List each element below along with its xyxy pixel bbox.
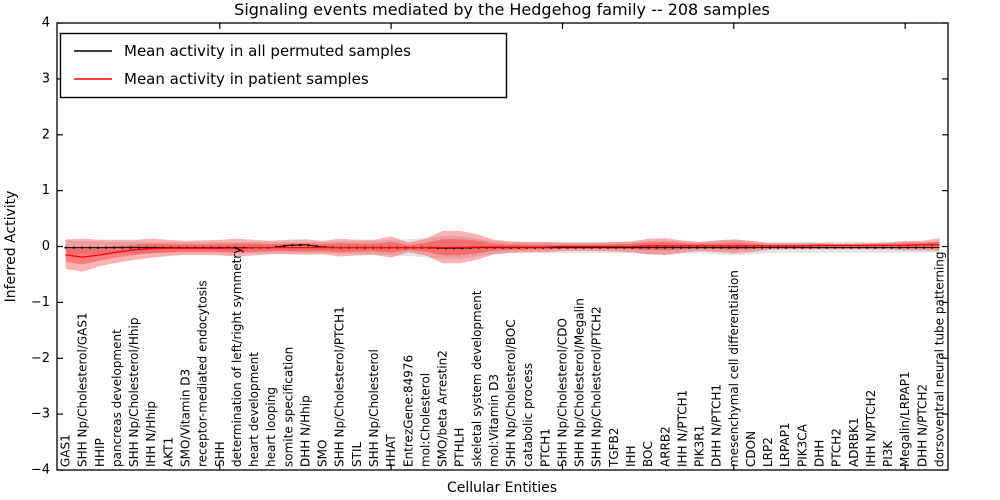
x-category-label: SMO/Vitamin D3 (179, 369, 193, 467)
y-tick-label: 4 (42, 16, 50, 31)
x-category-label: SHH Np/Cholesterol/GAS1 (76, 312, 90, 467)
y-tick-labels: −4 −3 −2 −1 0 1 2 3 4 (31, 16, 50, 478)
y-tick-label: −3 (31, 407, 50, 422)
x-category-label: pancreas development (110, 329, 124, 467)
x-category-label: heart development (247, 352, 261, 467)
x-category-label: mol:Cholesterol (418, 373, 432, 467)
x-category-label: SHH Np/Cholesterol/CDO (556, 318, 570, 467)
y-tick-label: 3 (42, 71, 50, 86)
x-category-label: ADRBK1 (847, 417, 861, 467)
y-tick-label: 1 (42, 183, 50, 198)
x-category-label: SMO (316, 440, 330, 467)
x-category-label: SHH Np/Cholesterol/Hhip (127, 318, 141, 467)
x-category-label: receptor-mediated endocytosis (196, 280, 210, 467)
lines-layer (64, 243, 941, 258)
x-category-label: DHH N/PTCH2 (915, 384, 929, 467)
x-category-label: IHH N/PTCH2 (864, 390, 878, 467)
legend-label-permuted: Mean activity in all permuted samples (124, 42, 411, 60)
x-axis-label: Cellular Entities (447, 480, 557, 496)
x-category-label: PIK3R1 (693, 425, 707, 467)
x-category-label: EntrezGene:84976 (401, 355, 415, 467)
x-category-label: SHH Np/Cholesterol/PTCH1 (333, 306, 347, 467)
x-category-label: LRPAP1 (778, 422, 792, 467)
x-category-label: SMO/beta Arrestin2 (436, 350, 450, 467)
y-tick-label: 2 (42, 127, 50, 142)
y-tick-label: −1 (31, 295, 50, 310)
x-category-label: SHH Np/Cholesterol/BOC (504, 319, 518, 467)
x-category-label: somite specification (281, 347, 295, 467)
x-category-label: TGFB2 (607, 428, 621, 468)
x-category-label: BOC (641, 441, 655, 467)
x-category-label: Megalin/LRPAP1 (898, 371, 912, 467)
x-category-label: determination of left/right symmetry (230, 247, 244, 467)
x-category-label: PI3K (881, 440, 895, 467)
legend: Mean activity in all permuted samples Me… (59, 32, 508, 99)
x-category-label: GAS1 (59, 434, 73, 467)
ticks-layer (57, 22, 948, 471)
x-category-label: mol:Vitamin D3 (487, 374, 501, 467)
x-category-label: AKT1 (161, 437, 175, 467)
y-tick-label: −4 (31, 463, 50, 478)
x-category-label: IHH N/Hhip (144, 401, 158, 467)
x-category-label: DHH (813, 440, 827, 467)
legend-frame (59, 32, 508, 99)
y-axis-label: Inferred Activity (3, 191, 19, 303)
legend-label-patient: Mean activity in patient samples (124, 70, 369, 88)
x-category-label: HHIP (93, 438, 107, 467)
x-category-label: SHH (213, 441, 227, 467)
y-tick-label: 0 (42, 239, 50, 254)
x-category-label: heart looping (264, 387, 278, 467)
x-category-label: skeletal system development (470, 290, 484, 467)
patient-range-band-outer (65, 230, 940, 272)
x-category-label: mesenchymal cell differentiation (727, 270, 741, 467)
x-category-label: PTCH1 (538, 428, 552, 467)
x-category-label: IHH (624, 445, 638, 467)
y-tick-label: −2 (31, 351, 50, 366)
x-category-label: HHAT (384, 434, 398, 467)
x-category-label: CDON (744, 431, 758, 467)
x-category-label: SHH Np/Cholesterol/Megalin (573, 298, 587, 467)
x-category-label: PIK3CA (795, 423, 809, 467)
x-category-label: LRP2 (761, 437, 775, 467)
x-category-label: STIL (350, 442, 364, 467)
x-category-label: catabolic process (521, 363, 535, 467)
x-category-label: PTCH2 (830, 428, 844, 467)
x-category-label: ARRB2 (658, 426, 672, 467)
patient-mean-line (65, 244, 940, 258)
chart-title: Signaling events mediated by the Hedgeho… (234, 0, 770, 19)
x-category-label: IHH N/PTCH1 (675, 390, 689, 467)
x-category-label: PTHLH (453, 428, 467, 467)
x-category-label: SHH Np/Cholesterol (367, 349, 381, 467)
x-category-label: DHH N/Hhip (299, 395, 313, 467)
x-category-label: dorsoventral neural tube patterning (932, 251, 946, 467)
x-category-label: SHH Np/Cholesterol/PTCH2 (590, 306, 604, 467)
x-tick-labels: GAS1 SHH Np/Cholesterol/GAS1 HHIP pancreas … (59, 247, 947, 468)
x-category-label: DHH N/PTCH1 (710, 384, 724, 467)
